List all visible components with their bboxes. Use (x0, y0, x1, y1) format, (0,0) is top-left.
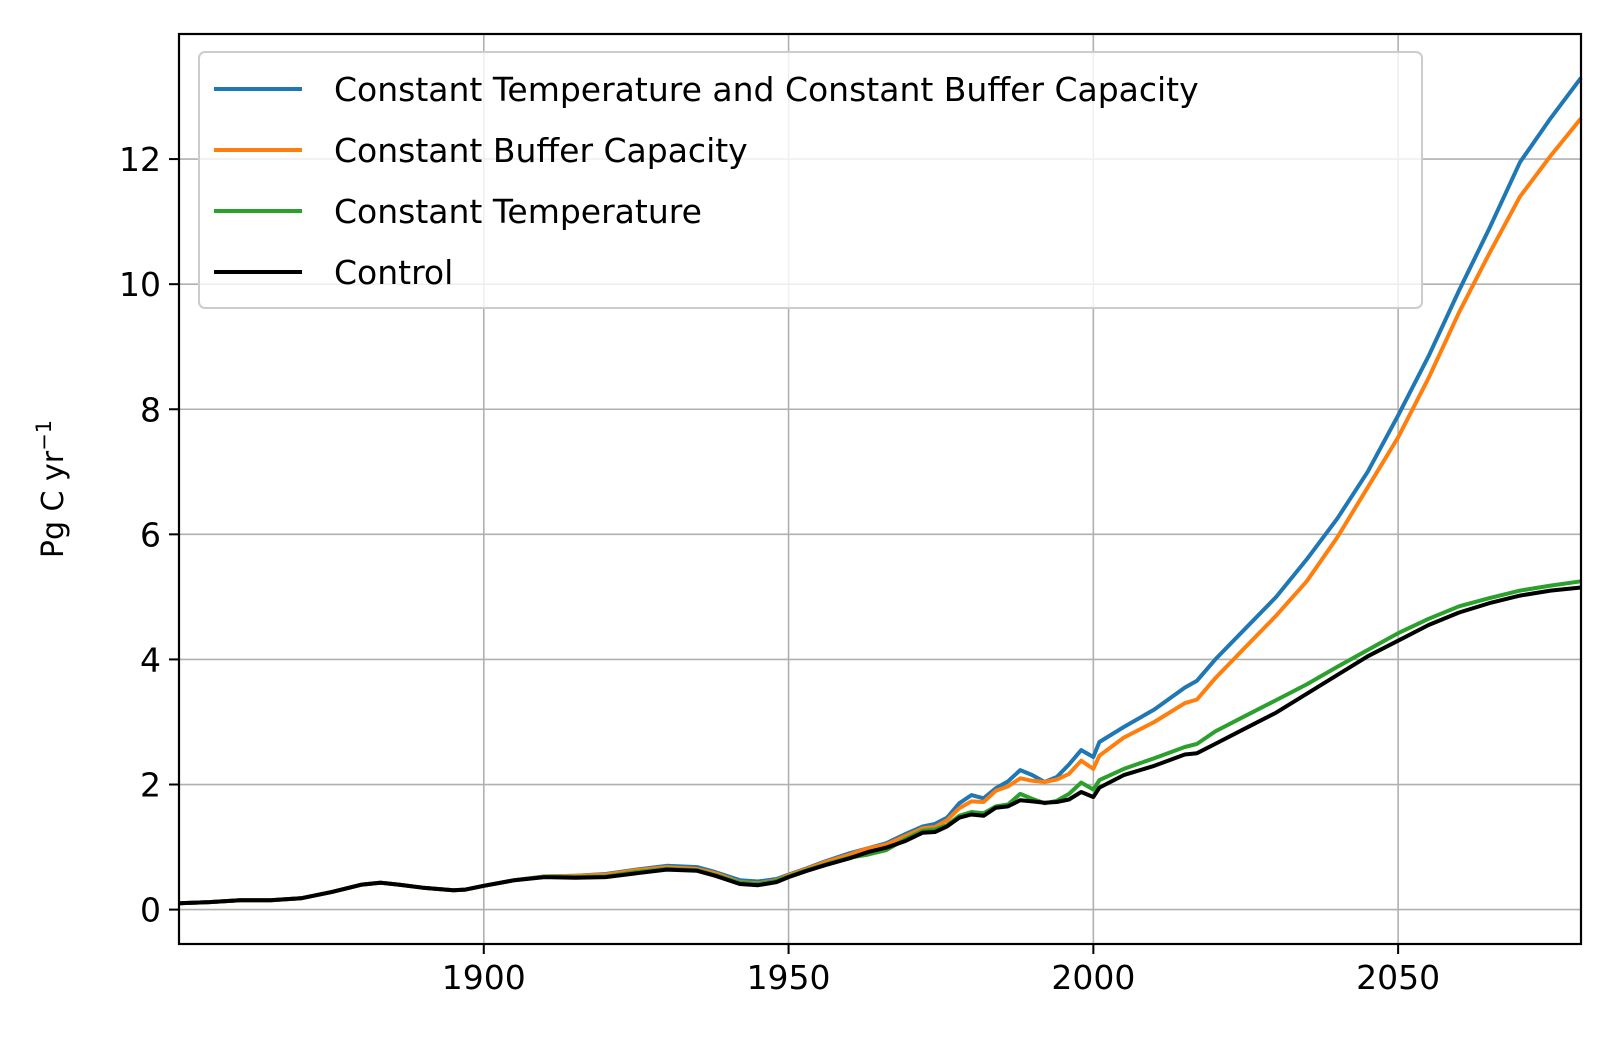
y-tick-label-8: 8 (140, 390, 161, 429)
legend-label-3: Constant Temperature (334, 192, 702, 231)
y-axis-ticks: 0 2 4 6 8 10 12 (119, 140, 179, 930)
y-tick-label-6: 6 (140, 515, 161, 554)
legend-label-4: Control (334, 253, 453, 292)
legend: Constant Temperature and Constant Buffer… (198, 51, 1423, 309)
legend-label-2: Constant Buffer Capacity (334, 131, 748, 170)
legend-box (198, 51, 1423, 309)
x-tick-label-2050: 2050 (1356, 958, 1440, 997)
series-layer (178, 76, 1583, 906)
y-axis-label-text: Pg C yr (36, 450, 71, 558)
y-tick-label-12: 12 (119, 140, 161, 179)
x-tick-label-2000: 2000 (1051, 958, 1135, 997)
y-tick-label-10: 10 (119, 265, 161, 304)
y-tick-label-0: 0 (140, 891, 161, 930)
y-axis-label: Pg C yr−1 (32, 420, 71, 558)
x-axis-ticks: 1900 1950 2000 2050 (442, 944, 1440, 997)
legend-label-1: Constant Temperature and Constant Buffer… (334, 70, 1199, 109)
series-line-4 (178, 585, 1582, 906)
y-tick-label-4: 4 (140, 640, 161, 679)
y-axis-label-exponent: −1 (32, 420, 56, 451)
y-tick-label-2: 2 (140, 766, 161, 805)
x-tick-label-1900: 1900 (442, 958, 526, 997)
x-tick-label-1950: 1950 (747, 958, 831, 997)
plot-frame (177, 32, 1583, 946)
